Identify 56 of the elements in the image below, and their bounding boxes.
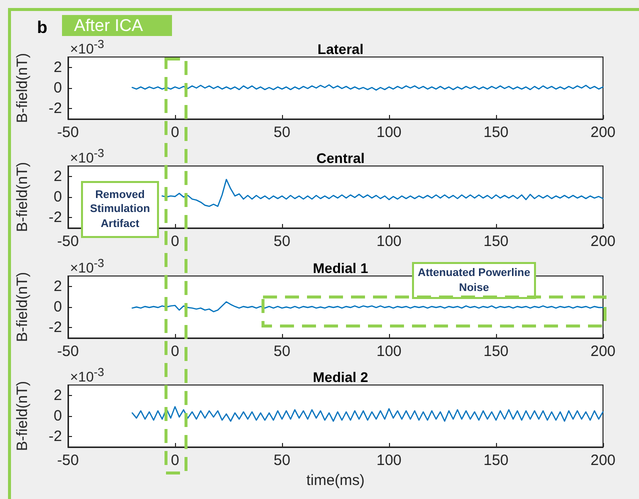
x-tick-label: 200 xyxy=(590,343,616,360)
x-tick-label: 0 xyxy=(170,233,180,250)
y-tick-label: 2 xyxy=(54,58,62,76)
y-axis-title: B-field(nT) xyxy=(14,272,31,342)
y-tick-label: -2 xyxy=(48,428,62,446)
text: ×10$^{-3}$ xyxy=(70,147,104,166)
x-tick-label: 0 xyxy=(170,452,180,469)
x-tick-label: -50 xyxy=(57,233,79,250)
y-tick-label: 2 xyxy=(54,386,62,404)
y-tick-label: 0 xyxy=(54,80,62,96)
x-tick-label: 150 xyxy=(483,124,509,141)
x-tick-label: 50 xyxy=(274,343,290,360)
annotation: Removed Stimulation Artifact xyxy=(81,181,159,238)
x-tick-label: 50 xyxy=(274,233,290,250)
text: After ICA xyxy=(62,15,172,36)
y-axis-title: B-field(nT) xyxy=(14,380,31,452)
text: ×10$^{-3}$ xyxy=(70,257,104,276)
line-series xyxy=(132,406,604,422)
y-axis-title: B-field(nT) xyxy=(14,162,31,232)
text: b xyxy=(37,18,48,38)
y-tick-label: 0 xyxy=(54,408,62,424)
y-tick-label: 2 xyxy=(54,278,62,295)
x-tick-label: -50 xyxy=(57,124,79,141)
y-tick-label: 0 xyxy=(54,188,62,206)
x-tick-label: 200 xyxy=(590,124,616,141)
x-tick-label: 100 xyxy=(376,124,402,141)
x-tick-label: 100 xyxy=(376,452,402,469)
x-tick-label: 0 xyxy=(170,343,180,360)
x-tick-label: 100 xyxy=(376,343,402,360)
y-tick-label: -2 xyxy=(48,319,62,336)
y-tick-label: 2 xyxy=(54,168,62,185)
text: ×10$^{-3}$ xyxy=(70,38,104,57)
x-tick-label: 150 xyxy=(483,452,509,469)
x-tick-label: -50 xyxy=(57,343,79,360)
annotation: Attenuated Powerline Noise xyxy=(412,262,536,299)
x-axis-title: time(ms) xyxy=(306,472,365,489)
text: ×10$^{-3}$ xyxy=(70,366,104,385)
x-tick-label: 0 xyxy=(170,124,180,141)
y-tick-label: -2 xyxy=(48,100,62,118)
x-tick-label: 150 xyxy=(483,233,509,250)
x-tick-label: 100 xyxy=(376,233,402,250)
x-tick-label: 200 xyxy=(590,452,616,469)
chart-title: Medial 2 xyxy=(312,369,368,385)
y-tick-label: 0 xyxy=(54,298,62,316)
line-series xyxy=(132,301,604,312)
x-tick-label: 50 xyxy=(274,452,290,469)
y-tick-label: -2 xyxy=(48,209,62,226)
x-tick-label: 200 xyxy=(590,233,616,250)
line-series xyxy=(162,178,604,207)
x-tick-label: 150 xyxy=(483,343,509,360)
chart-title: Central xyxy=(316,150,365,166)
chart-title: Medial 1 xyxy=(312,260,368,276)
chart-title: Lateral xyxy=(318,41,364,57)
y-axis-title: B-field(nT) xyxy=(14,52,31,124)
x-tick-label: -50 xyxy=(57,452,79,469)
x-tick-label: 50 xyxy=(274,124,290,141)
